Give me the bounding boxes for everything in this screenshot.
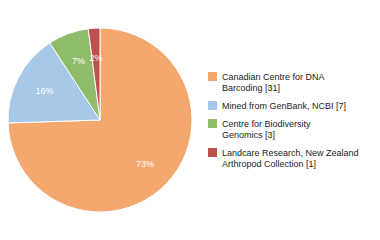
pie: [8, 28, 192, 212]
legend-swatch: [208, 119, 217, 128]
page: {"chart_data": {"type": "pie", "categori…: [0, 0, 380, 240]
pie-slice: [50, 29, 100, 120]
legend-swatch: [208, 72, 217, 81]
legend-item: Landcare Research, New ZealandArthropod …: [208, 148, 359, 169]
data-label: 16%: [36, 86, 54, 96]
legend-label: Canadian Centre for DNABarcoding [31]: [222, 72, 325, 93]
legend-label-line: Mined from GenBank, NCBI [7]: [222, 101, 346, 111]
pie-slice: [8, 28, 192, 212]
legend-label-line: Canadian Centre for DNA: [222, 72, 325, 82]
legend-label: Centre for BiodiversityGenomics [3]: [222, 119, 311, 140]
legend-item: Centre for BiodiversityGenomics [3]: [208, 119, 311, 140]
chart-svg: 73% 16% 7% 2% Canadian Centre for DNABarcodi…: [0, 0, 380, 240]
legend: Canadian Centre for DNABarcoding [31] Min…: [208, 72, 359, 169]
data-label: 73%: [136, 159, 154, 169]
data-label: 2%: [89, 53, 102, 63]
chart-container: 73% 16% 7% 2% Canadian Centre for DNABarcodi…: [0, 0, 380, 240]
legend-label-line: Arthropod Collection [1]: [222, 159, 316, 169]
pie-slice: [88, 28, 100, 120]
legend-swatch: [208, 148, 217, 157]
legend-swatch: [208, 101, 217, 110]
data-label: 7%: [72, 56, 85, 66]
legend-label-line: Genomics [3]: [222, 130, 275, 140]
data-labels: 73% 16% 7% 2%: [36, 53, 154, 169]
legend-label: Mined from GenBank, NCBI [7]: [222, 101, 346, 111]
legend-label: Landcare Research, New ZealandArthropod …: [222, 148, 359, 169]
legend-item: Canadian Centre for DNABarcoding [31]: [208, 72, 325, 93]
legend-label-line: Landcare Research, New Zealand: [222, 148, 359, 158]
legend-label-line: Centre for Biodiversity: [222, 119, 311, 129]
legend-item: Mined from GenBank, NCBI [7]: [208, 101, 346, 111]
legend-label-line: Barcoding [31]: [222, 83, 280, 93]
